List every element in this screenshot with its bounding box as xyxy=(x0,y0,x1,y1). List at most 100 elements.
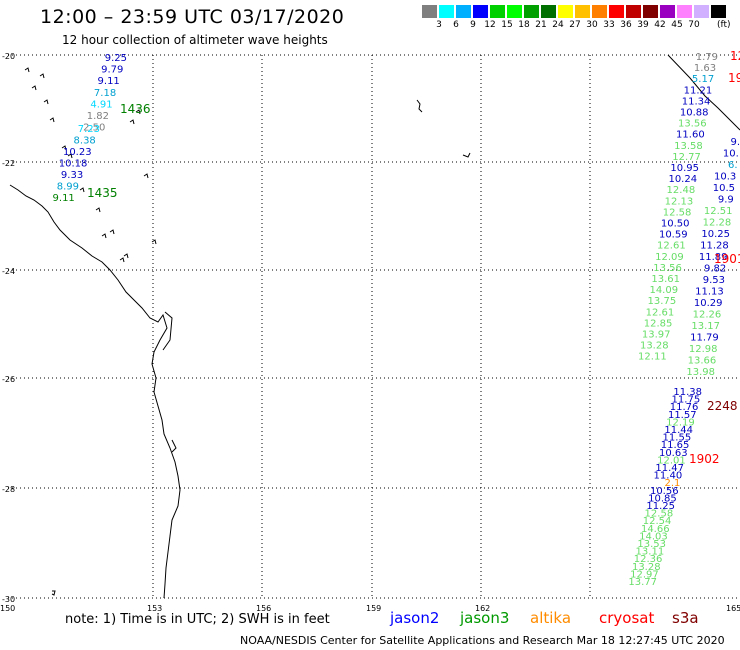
wave-height-value: 7.23 xyxy=(78,124,100,135)
reef-fragment xyxy=(109,229,115,235)
reef-fragment xyxy=(143,173,149,179)
legend-tick-label: 45 xyxy=(671,20,683,30)
legend-swatch xyxy=(694,5,709,18)
wave-height-value: 14.66 xyxy=(641,524,670,535)
wave-height-value: 12.13 xyxy=(665,196,694,207)
wave-height-value: 14.09 xyxy=(649,285,678,296)
pass-label: 1901 xyxy=(714,252,740,266)
legend-tick-label: 18 xyxy=(518,20,530,30)
wave-height-value: 11.25 xyxy=(646,501,675,512)
reef-fragment xyxy=(24,67,30,73)
legend-swatch xyxy=(592,5,607,18)
wave-height-value: 13.58 xyxy=(674,141,703,152)
wave-height-value: 13.77 xyxy=(628,577,657,588)
wave-height-value: 11.60 xyxy=(676,130,705,141)
wave-height-value: 11.47 xyxy=(655,463,684,474)
wave-height-value: 12.26 xyxy=(693,310,722,321)
reef-fragment xyxy=(101,233,107,239)
wave-height-value: 13.56 xyxy=(678,119,707,130)
wave-height-value: 10.25 xyxy=(701,229,730,240)
legend-swatch xyxy=(524,5,539,18)
wave-height-value: 6. xyxy=(728,160,738,171)
footer-credit: NOAA/NESDIS Center for Satellite Applica… xyxy=(240,634,725,647)
wave-height-value: 11.75 xyxy=(672,395,701,406)
coastline xyxy=(667,54,740,131)
wave-height-value: 12.11 xyxy=(638,352,667,363)
legend-tick-label: 70 xyxy=(688,20,700,30)
wave-height-value: 1.79 xyxy=(696,52,718,63)
wave-height-value: 11.57 xyxy=(668,410,697,421)
wave-height-value: 13.53 xyxy=(637,539,666,550)
map-subtitle: 12 hour collection of altimeter wave hei… xyxy=(62,33,328,47)
wave-height-value: 10.18 xyxy=(59,159,88,170)
wave-height-value: 13.98 xyxy=(686,367,715,378)
legend-tick-label: 42 xyxy=(654,20,666,30)
wave-height-value: 9.9 xyxy=(718,195,734,206)
wave-height-value: 12.97 xyxy=(630,569,659,580)
wave-height-value: 11.34 xyxy=(682,96,711,107)
legend-swatch xyxy=(558,5,573,18)
wave-height-value: 12.61 xyxy=(657,241,686,252)
wave-height-value: 10.63 xyxy=(659,448,688,459)
island xyxy=(162,311,173,351)
wave-height-value: 10.56 xyxy=(650,486,679,497)
legend-tick-label: 6 xyxy=(453,20,459,30)
wave-height-value: 12.77 xyxy=(672,152,701,163)
wave-height-value: 13.28 xyxy=(632,562,661,573)
wave-height-value: 1.82 xyxy=(87,111,109,122)
wave-height-value: 9.82 xyxy=(704,264,726,275)
reef-fragment xyxy=(151,239,157,245)
wave-height-value: 13.97 xyxy=(642,330,671,341)
pass-label: 12 xyxy=(730,49,740,63)
wave-height-value: 11.89 xyxy=(699,252,728,263)
reef-fragment xyxy=(67,153,73,159)
wave-height-value: 9.25 xyxy=(105,53,127,64)
wave-height-value: 10.59 xyxy=(659,230,688,241)
pass-label: 2248 xyxy=(707,399,738,413)
reef-fragment xyxy=(79,187,85,193)
legend-tick-label: 9 xyxy=(470,20,476,30)
legend-swatch xyxy=(677,5,692,18)
latitude-label: -28 xyxy=(2,485,15,494)
latitude-label: -24 xyxy=(2,267,15,276)
reef-fragment xyxy=(31,85,37,91)
legend-swatch xyxy=(711,5,726,18)
reef-fragment xyxy=(129,119,135,125)
wave-height-value: 9.53 xyxy=(703,275,725,286)
wave-height-value: 7.18 xyxy=(94,88,116,99)
wave-height-value: 2.1 xyxy=(664,478,680,489)
wave-height-value: 13.56 xyxy=(653,263,682,274)
legend-swatch xyxy=(541,5,556,18)
legend-swatch xyxy=(473,5,488,18)
wave-height-value: 13.28 xyxy=(640,341,669,352)
legend-tick-label: 12 xyxy=(484,20,496,30)
pass-label: 1436 xyxy=(120,102,151,116)
wave-height-value: 12.98 xyxy=(689,344,718,355)
legend-tick-label: 15 xyxy=(501,20,513,30)
island xyxy=(462,152,471,158)
legend-swatch xyxy=(507,5,522,18)
island xyxy=(171,439,177,453)
wave-height-value: 9. xyxy=(730,137,740,148)
wave-height-value: 12.01 xyxy=(657,455,686,466)
wave-height-value: 13.66 xyxy=(688,356,717,367)
wave-height-value: 12.48 xyxy=(667,185,696,196)
latitude-label: -22 xyxy=(2,159,15,168)
longitude-label: 159 xyxy=(366,604,381,613)
island xyxy=(416,99,423,113)
wave-height-value: 12.54 xyxy=(643,516,672,527)
wave-height-value: 9.33 xyxy=(61,170,83,181)
reef-fragment xyxy=(135,109,141,115)
legend-tick-label: 27 xyxy=(569,20,581,30)
satellite-cryosat-label: cryosat xyxy=(599,609,655,627)
map-title: 12:00 – 23:59 UTC 03/17/2020 xyxy=(40,6,345,28)
wave-height-value: 8.99 xyxy=(57,182,79,193)
wave-height-value: 10.29 xyxy=(694,298,723,309)
wave-height-value: 10.95 xyxy=(670,163,699,174)
pass-label: 19 xyxy=(728,71,740,85)
wave-height-value: 12.61 xyxy=(646,307,675,318)
longitude-label: 153 xyxy=(147,604,162,613)
wave-height-value: 11.28 xyxy=(700,241,729,252)
wave-height-value: 13.17 xyxy=(691,321,720,332)
wave-height-value: 11.13 xyxy=(695,287,724,298)
